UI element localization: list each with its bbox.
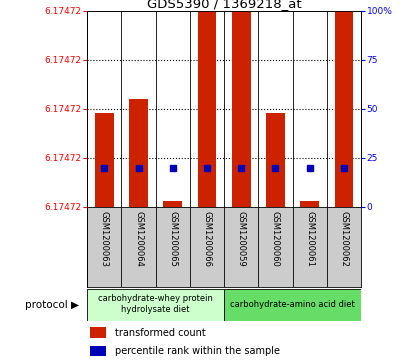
Bar bbox=[90, 327, 106, 338]
Text: GSM1200065: GSM1200065 bbox=[168, 211, 177, 267]
Bar bbox=[224, 289, 361, 321]
Bar bbox=[300, 201, 319, 207]
Text: GSM1200059: GSM1200059 bbox=[237, 211, 246, 267]
Bar bbox=[129, 99, 148, 207]
Text: GSM1200064: GSM1200064 bbox=[134, 211, 143, 267]
Text: carbohydrate-amino acid diet: carbohydrate-amino acid diet bbox=[230, 300, 355, 309]
Bar bbox=[198, 11, 216, 207]
Bar bbox=[90, 346, 106, 356]
Bar bbox=[334, 11, 353, 207]
Text: protocol ▶: protocol ▶ bbox=[25, 300, 79, 310]
Bar bbox=[232, 11, 251, 207]
Title: GDS5390 / 1369218_at: GDS5390 / 1369218_at bbox=[147, 0, 301, 10]
Bar bbox=[164, 201, 182, 207]
Bar bbox=[95, 113, 114, 207]
Text: carbohydrate-whey protein
hydrolysate diet: carbohydrate-whey protein hydrolysate di… bbox=[98, 294, 213, 314]
Text: GSM1200061: GSM1200061 bbox=[305, 211, 314, 267]
Text: GSM1200060: GSM1200060 bbox=[271, 211, 280, 267]
Text: GSM1200066: GSM1200066 bbox=[203, 211, 212, 267]
Text: transformed count: transformed count bbox=[115, 327, 205, 338]
Bar bbox=[266, 113, 285, 207]
Text: percentile rank within the sample: percentile rank within the sample bbox=[115, 346, 280, 356]
Text: GSM1200063: GSM1200063 bbox=[100, 211, 109, 267]
Text: GSM1200062: GSM1200062 bbox=[339, 211, 349, 267]
Bar bbox=[87, 289, 224, 321]
